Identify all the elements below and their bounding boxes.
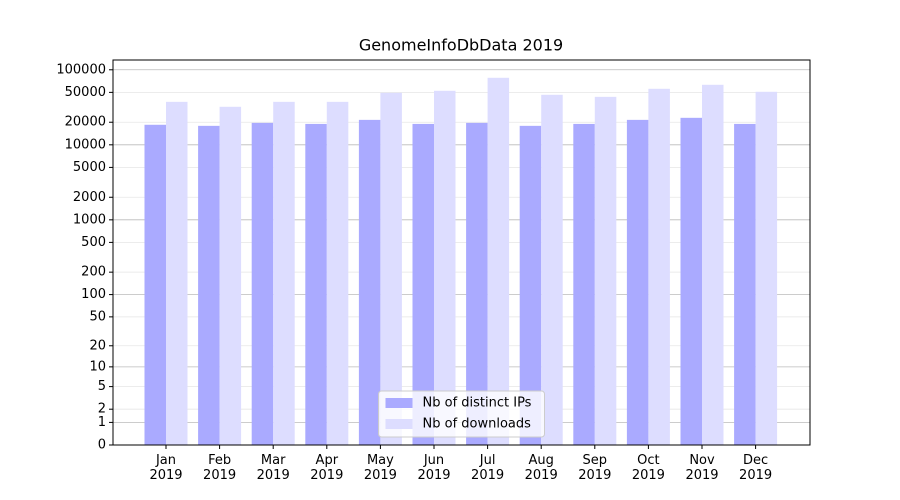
x-tick-label: Nov 2019 [685,453,719,483]
bar [594,96,617,446]
bar [166,101,188,446]
x-tick-label: Sep 2019 [578,453,612,483]
bar [487,77,510,445]
x-tick-label: Apr 2019 [310,453,344,483]
x-tick-label: Jan 2019 [149,453,183,483]
bar [702,84,724,446]
x-tick-label: Dec 2019 [739,453,773,483]
bar [380,92,402,445]
bar [251,122,274,445]
bar [358,119,381,445]
bar [219,106,242,445]
y-tick-label: 100000 [56,62,106,77]
x-tick-label: Aug 2019 [524,453,558,483]
y-tick-label: 20 [89,338,106,353]
plot-frame [112,59,811,446]
bar [412,123,434,445]
bar [326,101,349,446]
bar [541,94,563,446]
y-tick-label: 5000 [73,160,106,175]
legend-swatch [385,419,413,429]
bar [573,123,595,445]
x-tick-label: Oct 2019 [631,453,665,483]
legend-box [378,390,545,438]
bar [755,91,778,445]
y-tick-label: 500 [81,235,106,250]
y-tick-label: 10 [89,359,106,374]
x-tick-label: Mar 2019 [256,453,290,483]
y-tick-label: 2 [98,402,106,417]
bar [305,123,327,445]
y-tick-label: 0 [98,438,106,453]
bar [466,122,488,445]
y-tick-label: 1000 [73,212,106,227]
legend: Nb of distinct IPs Nb of downloads [378,390,545,438]
bar [626,119,649,445]
legend-label: Nb of downloads [423,417,532,432]
y-tick-label: 50000 [65,85,106,100]
y-tick-label: 100 [81,287,106,302]
y-tick-label: 50 [89,309,106,324]
bar [648,88,670,445]
y-tick-label: 5 [98,379,106,394]
bar [144,124,166,446]
x-tick-label: Jul 2019 [471,453,505,483]
bar [734,123,756,445]
bar [198,125,220,446]
x-tick-label: Jun 2019 [417,453,451,483]
y-tick-label: 10000 [65,137,106,152]
legend-label: Nb of distinct IPs [423,396,532,411]
y-tick-label: 1 [98,415,106,430]
x-tick-label: Feb 2019 [203,453,237,483]
bar [434,90,456,445]
chart-title: GenomeInfoDbData 2019 [359,36,563,55]
bar [519,125,542,446]
x-tick-label: May 2019 [363,453,397,483]
bar [680,117,702,445]
y-tick-label: 2000 [73,190,106,205]
legend-swatch [385,398,413,408]
y-tick-label: 20000 [65,115,106,130]
bar [273,101,295,446]
y-tick-label: 200 [81,265,106,280]
